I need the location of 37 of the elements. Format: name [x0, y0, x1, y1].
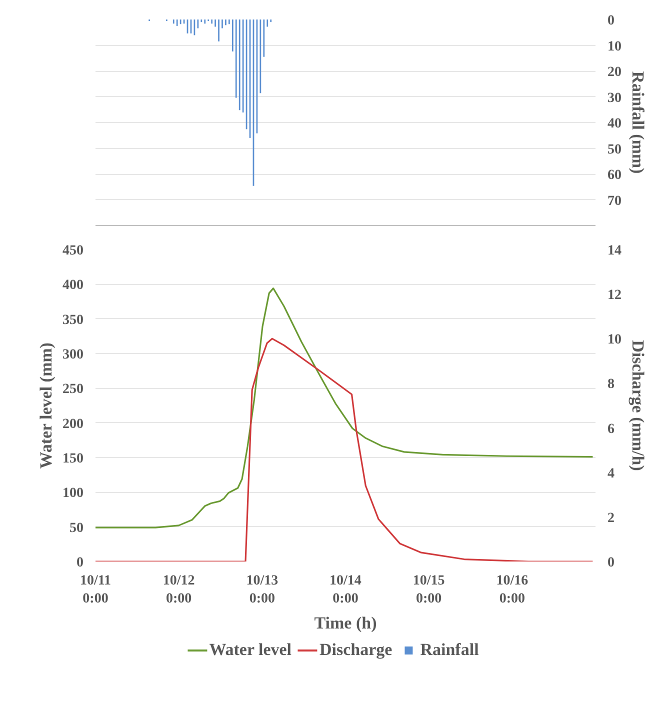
y2-tick-label: 8 [608, 377, 614, 392]
y2-tick-label: 14 [608, 244, 622, 258]
x-tick-label: 10/12 0:00 [162, 574, 195, 606]
y-tick-label: 20 [608, 65, 622, 80]
y2-tick-label: 6 [608, 422, 614, 437]
y-axis-title: Water level (mm) [36, 342, 56, 469]
y-tick-label: 50 [70, 520, 84, 536]
legend-label: Discharge [320, 640, 392, 660]
y-tick-label: 250 [62, 382, 84, 398]
y2-tick-label: 12 [608, 288, 622, 304]
x-axis-title: Time (h) [314, 614, 377, 632]
y-axis-title: Rainfall (mm) [628, 71, 648, 174]
y-tick-label: 400 [62, 278, 84, 294]
y-tick-label: 0 [608, 14, 614, 28]
y2-tick-label: 4 [608, 466, 614, 482]
y-tick-label: 30 [608, 90, 622, 106]
y-tick-label: 100 [62, 486, 84, 502]
y-tick-label: 300 [62, 348, 84, 362]
y-tick-label: 0 [76, 556, 84, 570]
y-tick-label: 60 [608, 168, 622, 183]
y2-tick-label: 2 [608, 510, 614, 526]
x-tick-label: 10/15 0:00 [412, 574, 445, 606]
y-tick-label: 70 [608, 194, 622, 209]
y-tick-label: 350 [62, 312, 84, 328]
y2-axis-title: Discharge (mm/h) [628, 340, 648, 471]
legend-label: Rainfall [420, 640, 479, 660]
y-tick-label: 50 [608, 142, 622, 158]
legend-label: Water level [209, 640, 292, 660]
y-tick-label: 150 [62, 452, 84, 466]
x-tick-label: 10/11 0:00 [80, 574, 112, 606]
y-tick-label: 200 [62, 416, 84, 432]
y-tick-label: 10 [608, 39, 622, 54]
y-tick-label: 40 [608, 116, 622, 132]
x-tick-label: 10/13 0:00 [246, 574, 278, 606]
x-tick-label: 10/14 0:00 [330, 574, 362, 606]
y-tick-label: 450 [62, 244, 84, 258]
x-tick-label: 10/16 0:00 [496, 574, 528, 606]
